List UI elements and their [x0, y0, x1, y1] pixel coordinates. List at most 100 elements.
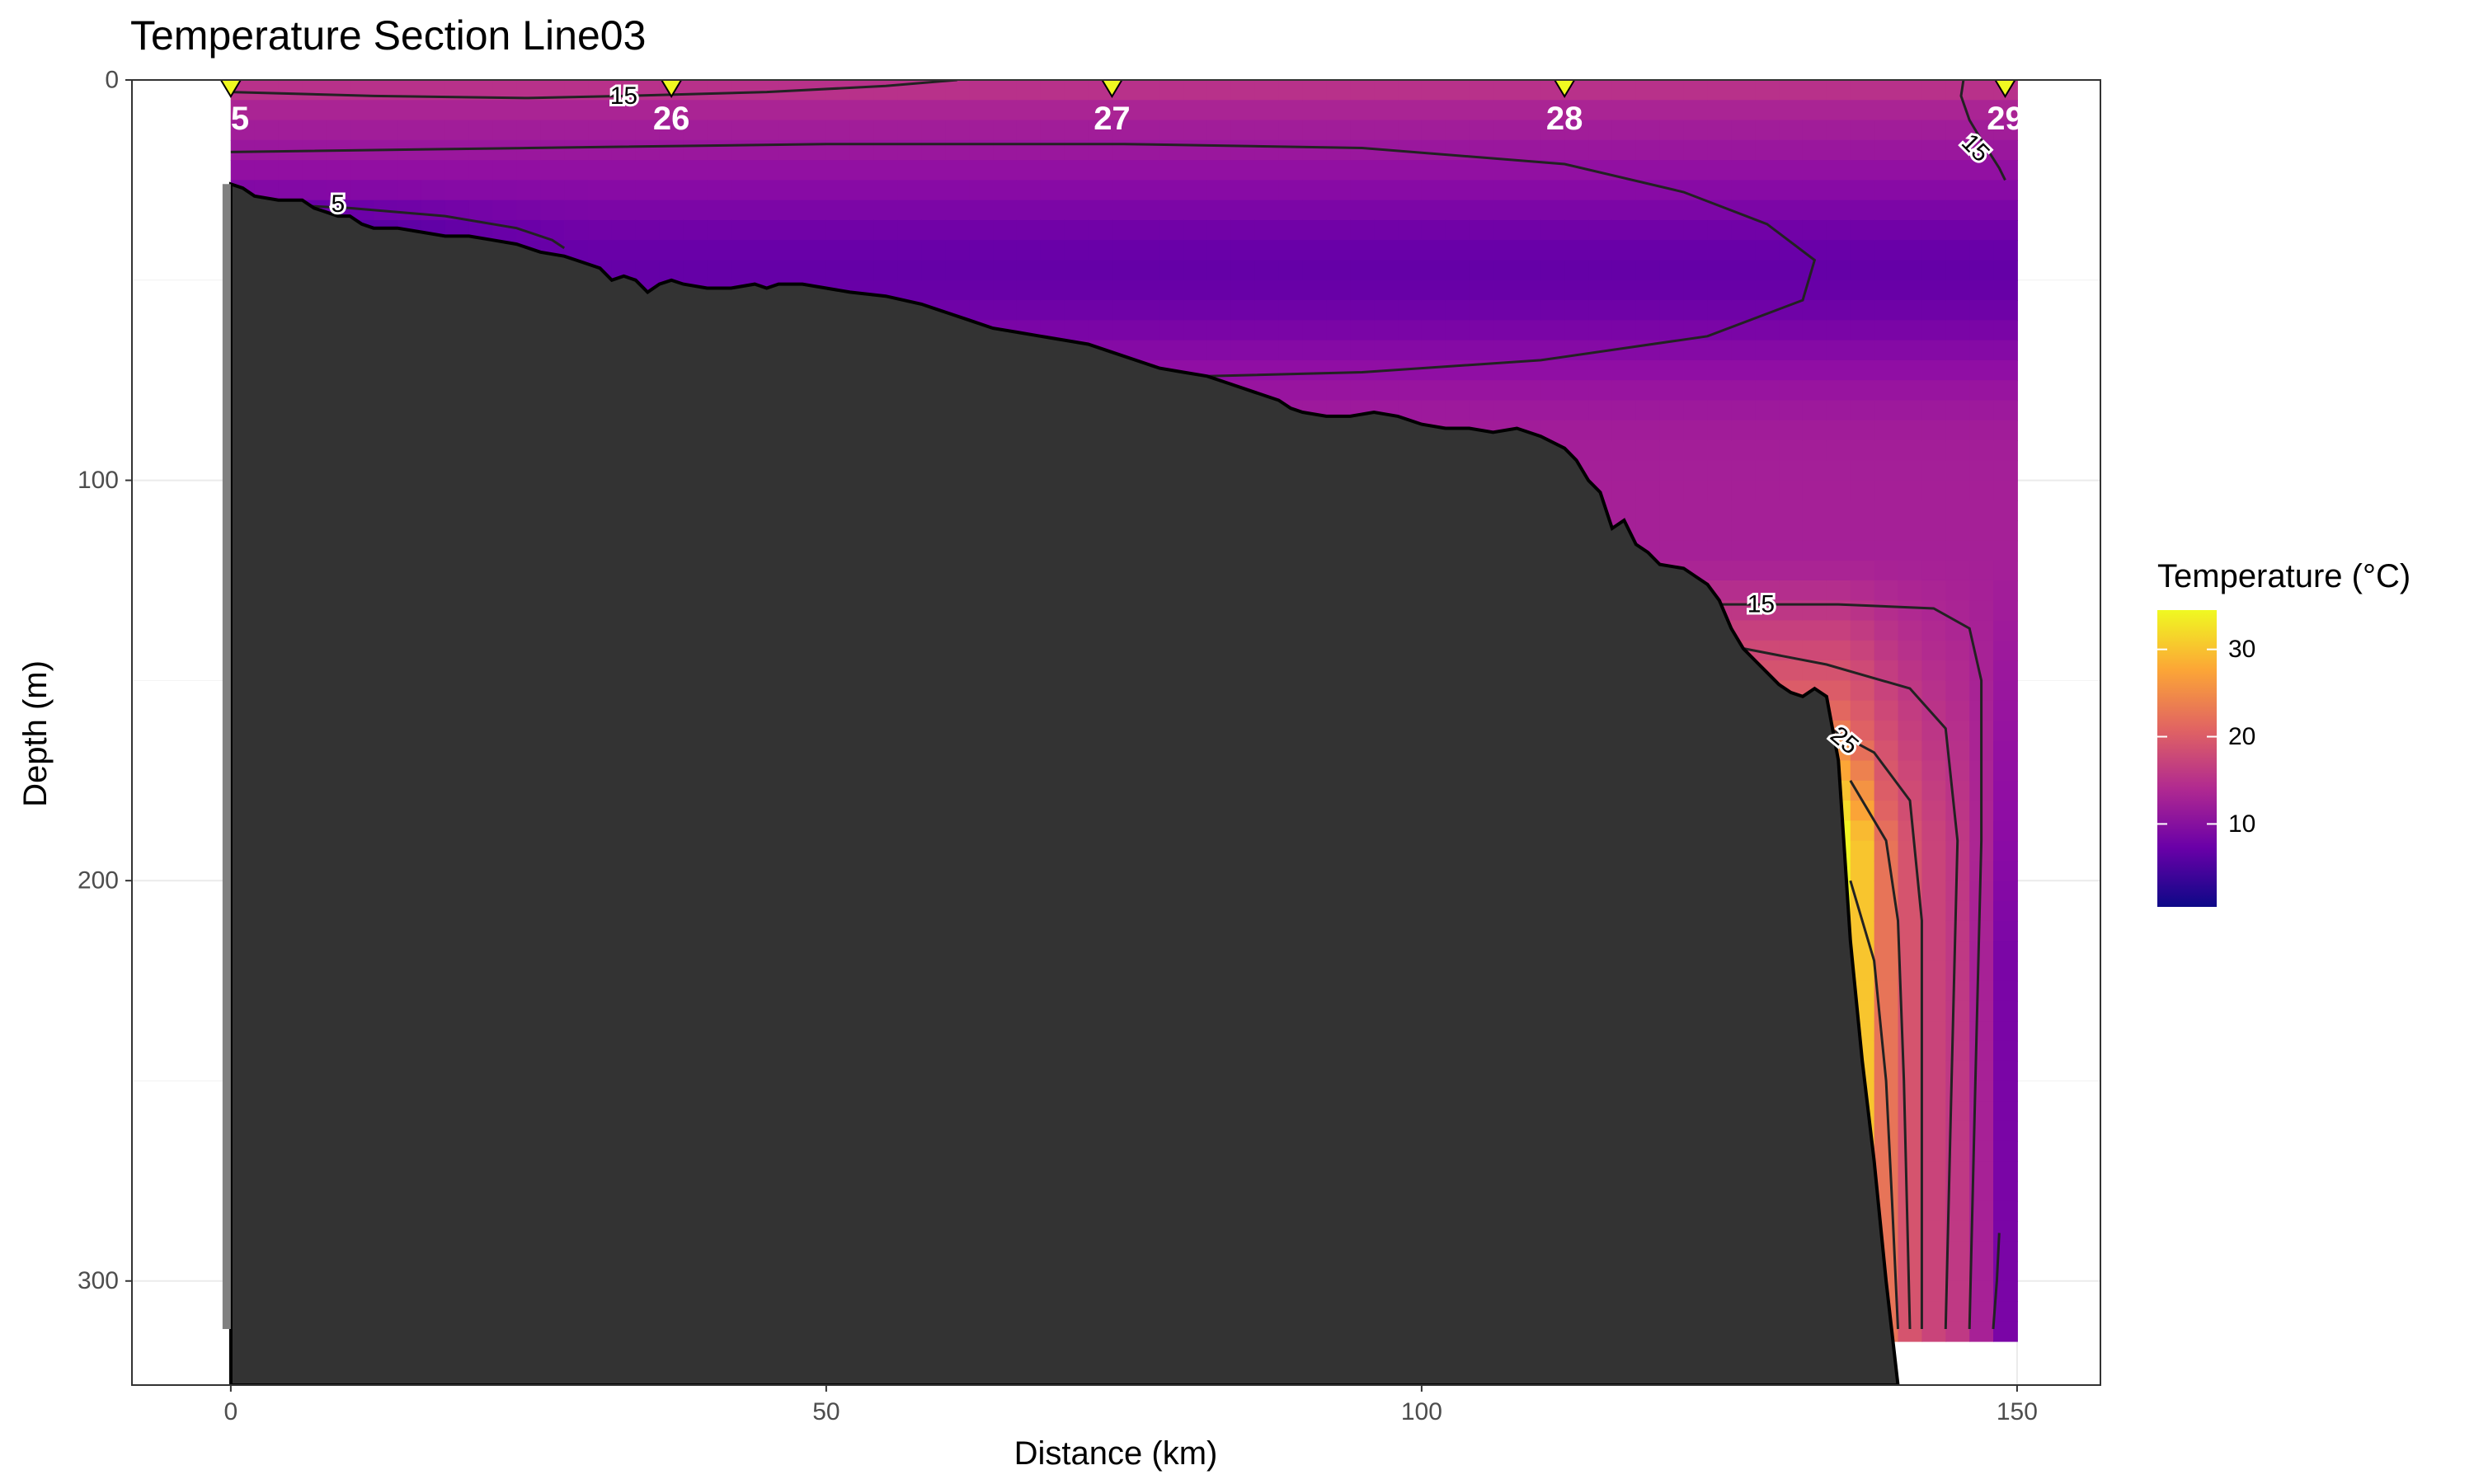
field-cell — [1611, 100, 1637, 121]
field-cell — [1421, 200, 1446, 221]
field-cell — [897, 240, 923, 261]
field-cell — [1945, 1261, 1971, 1282]
field-cell — [1707, 440, 1733, 462]
field-cell — [1469, 120, 1494, 141]
field-cell — [1635, 219, 1661, 242]
field-cell — [1683, 440, 1709, 462]
field-cell — [921, 120, 947, 141]
field-cell — [659, 160, 684, 181]
field-cell — [1493, 380, 1518, 402]
field-cell — [849, 219, 875, 242]
field-cell — [1945, 801, 1971, 822]
field-cell — [1611, 440, 1637, 462]
field-cell — [1969, 440, 1995, 462]
field-cell — [1921, 960, 1947, 982]
contour-line — [1849, 780, 1912, 1330]
field-cell — [326, 180, 351, 201]
y-tick-label: 200 — [78, 867, 119, 895]
field-cell — [1540, 200, 1566, 221]
field-cell — [1874, 180, 1899, 201]
field-cell — [921, 219, 947, 242]
field-cell — [1874, 480, 1899, 501]
field-cell — [1850, 380, 1875, 402]
field-cell — [278, 120, 303, 141]
field-cell — [1993, 900, 2018, 922]
field-cell — [1755, 340, 1780, 361]
field-cell — [1588, 380, 1613, 402]
field-cell — [1755, 160, 1780, 181]
field-cell — [1445, 180, 1470, 201]
field-cell — [1517, 240, 1542, 261]
field-cell — [1993, 200, 2018, 221]
field-cell — [1779, 359, 1804, 382]
field-cell — [1969, 540, 1995, 561]
field-cell — [873, 80, 899, 101]
field-cell — [1921, 840, 1947, 862]
field-cell — [1945, 1241, 1971, 1262]
field-cell — [1445, 400, 1470, 421]
field-cell — [1159, 139, 1185, 162]
field-cell — [1779, 540, 1804, 561]
field-cell — [1588, 100, 1613, 121]
field-cell — [1611, 500, 1637, 522]
field-cell — [1398, 120, 1423, 141]
field-cell — [1159, 340, 1185, 361]
field-cell — [1779, 100, 1804, 121]
field-cell — [1993, 920, 2018, 942]
field-cell — [1945, 700, 1971, 721]
field-cell — [397, 180, 422, 201]
field-cell — [1802, 359, 1827, 382]
field-cell — [1850, 340, 1875, 361]
field-cell — [1993, 740, 2018, 762]
field-cell — [1683, 279, 1709, 302]
field-cell — [1588, 359, 1613, 382]
field-cell — [1302, 160, 1328, 181]
field-cell — [897, 260, 923, 281]
field-cell — [1278, 340, 1304, 361]
field-cell — [1493, 340, 1518, 361]
field-cell — [1112, 120, 1137, 141]
field-cell — [1540, 240, 1566, 261]
field-cell — [1802, 580, 1827, 602]
field-cell — [1779, 440, 1804, 462]
field-cell — [1659, 520, 1685, 542]
field-cell — [1874, 620, 1899, 641]
contour-lines — [230, 80, 2006, 1330]
field-cell — [1898, 219, 1923, 242]
field-cell — [1969, 100, 1995, 121]
field-cell — [1635, 480, 1661, 501]
field-cell — [1016, 180, 1042, 201]
field-cell — [1993, 941, 2018, 962]
field-cell — [921, 279, 947, 302]
field-cell — [1588, 240, 1613, 261]
field-cell — [1445, 219, 1470, 242]
field-cell — [731, 120, 756, 141]
field-cell — [1945, 1321, 1971, 1342]
field-cell — [1421, 139, 1446, 162]
field-cell — [1707, 180, 1733, 201]
field-cell — [1254, 240, 1280, 261]
field-cell — [1445, 320, 1470, 341]
field-cell — [1064, 160, 1089, 181]
field-cell — [1564, 139, 1590, 162]
field-cell — [1731, 440, 1757, 462]
field-cell — [1278, 180, 1304, 201]
field-cell — [230, 120, 256, 141]
field-cell — [1206, 80, 1232, 101]
field-cell — [993, 100, 1018, 121]
field-cell — [1874, 1161, 1899, 1182]
field-cell — [1016, 279, 1042, 302]
field-cell — [611, 240, 637, 261]
field-cell — [1588, 139, 1613, 162]
field-cell — [1254, 300, 1280, 322]
field-cell — [1850, 400, 1875, 421]
field-cell — [1206, 320, 1232, 341]
field-cell — [1993, 1181, 2018, 1202]
field-cell — [1398, 80, 1423, 101]
field-cell — [1635, 320, 1661, 341]
field-cell — [1755, 420, 1780, 442]
field-cell — [945, 180, 971, 201]
field-cell — [873, 120, 899, 141]
field-cell — [1469, 160, 1494, 181]
field-cell — [1635, 420, 1661, 442]
